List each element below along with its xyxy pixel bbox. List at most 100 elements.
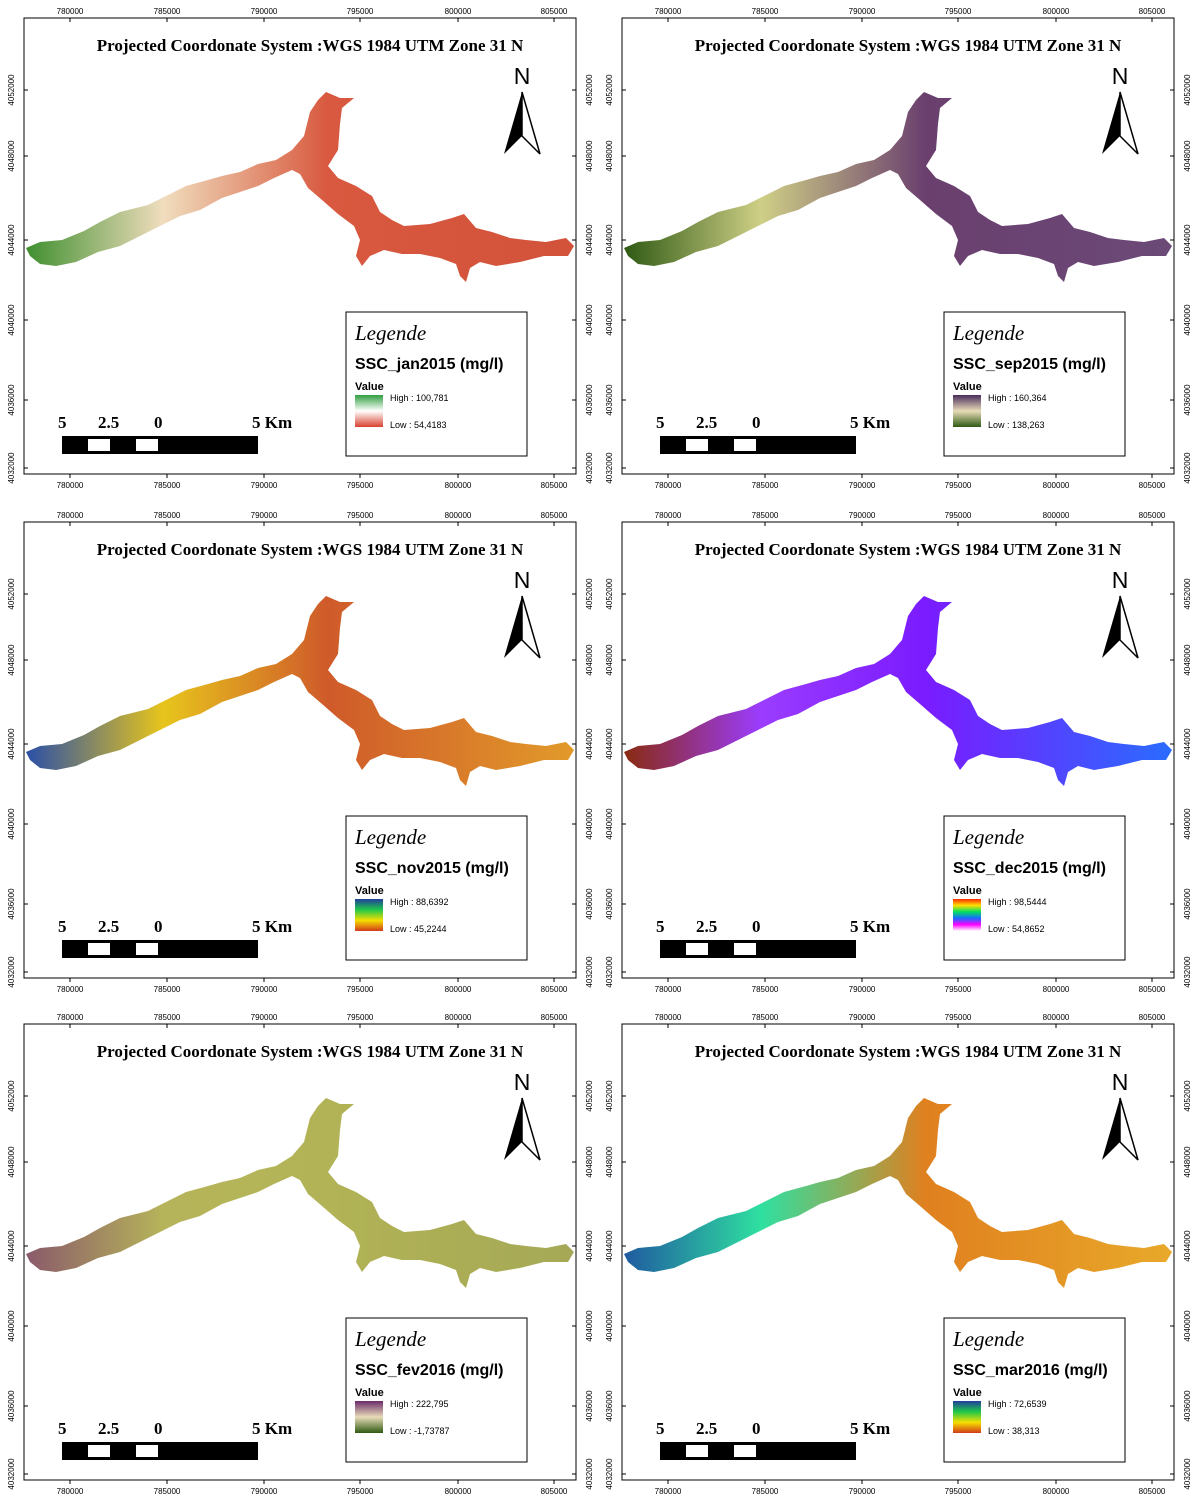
legend-low: Low : 138,263 bbox=[988, 420, 1045, 430]
legend-layer-name: SSC_sep2015 (mg/l) bbox=[953, 356, 1106, 373]
x-tick-label: 785000 bbox=[154, 985, 181, 994]
x-tick-label: 790000 bbox=[849, 7, 876, 16]
y-axis-right: 4052000 4048000 4044000 4040000 4036000 40320… bbox=[572, 578, 594, 988]
scale-label-0: 0 bbox=[752, 1419, 761, 1438]
y-axis-left: 4052000 4048000 4044000 4040000 4036000 40320… bbox=[605, 1080, 626, 1490]
x-tick-label: 800000 bbox=[1043, 1487, 1070, 1496]
north-arrow-icon bbox=[1102, 1097, 1139, 1161]
map-svg: 780000 785000 790000 795000 800000 805000 780… bbox=[605, 511, 1192, 994]
legend-value-label: Value bbox=[953, 1387, 982, 1399]
y-tick-label: 4048000 bbox=[585, 1146, 594, 1178]
legend-layer-name: SSC_dec2015 (mg/l) bbox=[953, 860, 1106, 877]
map-panel-6: 780000 785000 790000 795000 800000 805000 780… bbox=[598, 1006, 1195, 1508]
legend-high: High : 222,795 bbox=[390, 1399, 449, 1409]
x-tick-label: 795000 bbox=[347, 481, 374, 490]
y-axis-left: 4052000 4048000 4044000 4040000 4036000 40320… bbox=[7, 578, 28, 988]
x-axis-top: 780000 785000 790000 795000 800000 805000 bbox=[57, 7, 568, 22]
legend-color-ramp bbox=[953, 395, 981, 427]
x-axis-bottom: 780000 785000 790000 795000 800000 805000 bbox=[57, 978, 568, 994]
scale-bar: 5 2.5 0 5 Km bbox=[656, 413, 890, 454]
y-tick-label: 4052000 bbox=[1183, 578, 1192, 610]
legend-heading: Legende bbox=[952, 1327, 1024, 1351]
y-tick-label: 4048000 bbox=[605, 140, 614, 172]
y-tick-label: 4044000 bbox=[7, 1230, 16, 1262]
map-title: Projected Coordonate System :WGS 1984 UT… bbox=[695, 1042, 1122, 1061]
x-tick-label: 790000 bbox=[849, 511, 876, 520]
y-tick-label: 4036000 bbox=[1183, 384, 1192, 416]
x-tick-label: 780000 bbox=[57, 985, 84, 994]
legend-heading: Legende bbox=[354, 321, 426, 345]
scale-label-5: 5 bbox=[58, 413, 67, 432]
y-tick-label: 4032000 bbox=[585, 452, 594, 484]
legend-box bbox=[345, 815, 528, 961]
y-tick-label: 4044000 bbox=[7, 728, 16, 760]
scale-bar: 5 2.5 0 5 Km bbox=[58, 413, 292, 454]
scale-label-5: 5 bbox=[656, 917, 665, 936]
y-axis-left: 4052000 4048000 4044000 4040000 4036000 40320… bbox=[7, 74, 28, 484]
map-panel-5: 780000 785000 790000 795000 800000 805000 780… bbox=[0, 1006, 597, 1508]
y-tick-label: 4032000 bbox=[585, 1458, 594, 1490]
x-tick-label: 795000 bbox=[945, 1487, 972, 1496]
y-tick-label: 4032000 bbox=[605, 1458, 614, 1490]
legend-box bbox=[943, 311, 1126, 457]
legend-high: High : 72,6539 bbox=[988, 1399, 1047, 1409]
legend-color-ramp bbox=[355, 1401, 383, 1433]
x-tick-label: 795000 bbox=[347, 1013, 374, 1022]
x-tick-label: 780000 bbox=[655, 1487, 682, 1496]
x-axis-top: 780000 785000 790000 795000 800000 805000 bbox=[57, 1013, 568, 1028]
x-tick-label: 805000 bbox=[541, 481, 568, 490]
scale-label-5: 5 bbox=[656, 1419, 665, 1438]
reservoir-raster bbox=[624, 596, 1172, 786]
legend-layer-name: SSC_fev2016 (mg/l) bbox=[355, 1362, 504, 1379]
x-tick-label: 795000 bbox=[347, 985, 374, 994]
north-arrow-icon bbox=[504, 91, 541, 155]
y-tick-label: 4044000 bbox=[605, 728, 614, 760]
y-tick-label: 4048000 bbox=[7, 140, 16, 172]
y-axis-right: 4052000 4048000 4044000 4040000 4036000 40320… bbox=[572, 1080, 594, 1490]
scale-label-5km: 5 Km bbox=[252, 1419, 292, 1438]
x-tick-label: 790000 bbox=[849, 1487, 876, 1496]
legend-low: Low : 54,4183 bbox=[390, 420, 447, 430]
x-tick-label: 795000 bbox=[347, 511, 374, 520]
x-tick-label: 795000 bbox=[945, 985, 972, 994]
scale-label-5: 5 bbox=[58, 1419, 67, 1438]
x-tick-label: 800000 bbox=[445, 7, 472, 16]
y-tick-label: 4048000 bbox=[605, 1146, 614, 1178]
reservoir-raster bbox=[26, 1098, 574, 1288]
legend-box bbox=[943, 815, 1126, 961]
y-tick-label: 4048000 bbox=[7, 644, 16, 676]
legend-color-ramp bbox=[953, 1401, 981, 1433]
x-axis-bottom: 780000 785000 790000 795000 800000 805000 bbox=[57, 1480, 568, 1496]
legend-box bbox=[345, 311, 528, 457]
scale-label-2-5: 2.5 bbox=[98, 1419, 119, 1438]
y-tick-label: 4052000 bbox=[7, 578, 16, 610]
x-tick-label: 790000 bbox=[251, 1013, 278, 1022]
y-tick-label: 4036000 bbox=[605, 384, 614, 416]
x-tick-label: 805000 bbox=[1139, 7, 1166, 16]
y-tick-label: 4044000 bbox=[585, 728, 594, 760]
north-arrow-icon bbox=[504, 1097, 541, 1161]
x-tick-label: 795000 bbox=[347, 1487, 374, 1496]
x-tick-label: 800000 bbox=[1043, 7, 1070, 16]
y-tick-label: 4036000 bbox=[585, 1390, 594, 1422]
x-tick-label: 785000 bbox=[154, 511, 181, 520]
y-tick-label: 4048000 bbox=[1183, 644, 1192, 676]
y-tick-label: 4032000 bbox=[1183, 452, 1192, 484]
y-axis-right: 4052000 4048000 4044000 4040000 4036000 40320… bbox=[1170, 578, 1192, 988]
x-tick-label: 790000 bbox=[849, 1013, 876, 1022]
x-tick-label: 795000 bbox=[945, 1013, 972, 1022]
y-tick-label: 4052000 bbox=[7, 1080, 16, 1112]
scale-label-2-5: 2.5 bbox=[696, 917, 717, 936]
y-tick-label: 4032000 bbox=[605, 956, 614, 988]
x-tick-label: 780000 bbox=[655, 481, 682, 490]
y-tick-label: 4036000 bbox=[7, 1390, 16, 1422]
x-tick-label: 785000 bbox=[154, 481, 181, 490]
y-tick-label: 4048000 bbox=[7, 1146, 16, 1178]
scale-label-5km: 5 Km bbox=[850, 917, 890, 936]
y-tick-label: 4052000 bbox=[585, 578, 594, 610]
legend-value-label: Value bbox=[355, 1387, 384, 1399]
y-tick-label: 4036000 bbox=[605, 888, 614, 920]
legend-high: High : 88,6392 bbox=[390, 897, 449, 907]
y-tick-label: 4048000 bbox=[1183, 1146, 1192, 1178]
y-tick-label: 4040000 bbox=[1183, 1310, 1192, 1342]
